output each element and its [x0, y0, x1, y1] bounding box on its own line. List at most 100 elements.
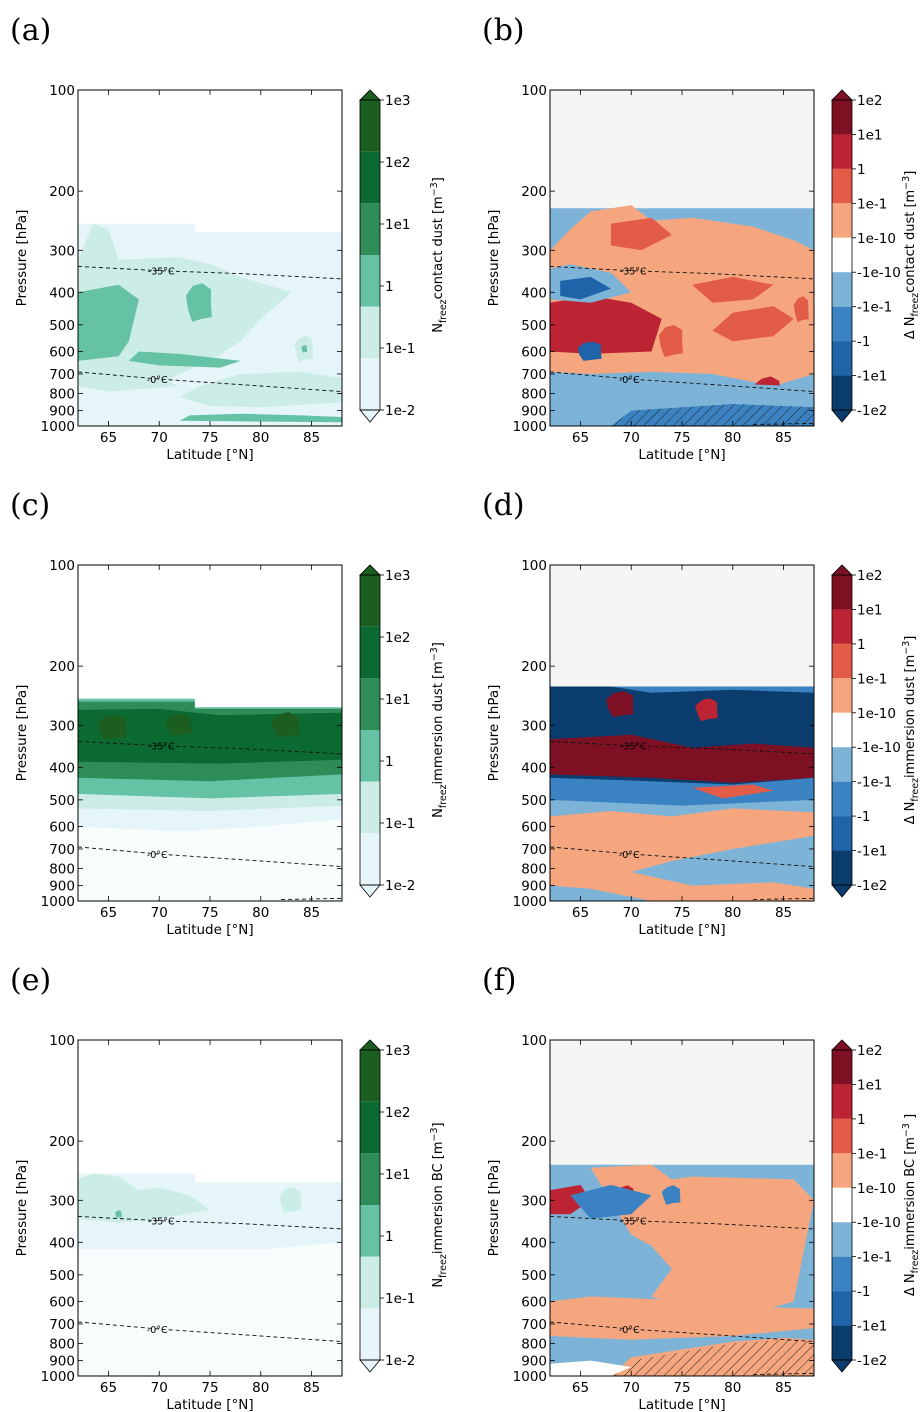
colorbar: 1e3 1e2 1e1 1 1e-1 1e-2 Nfreezimmersion dust […: [359, 564, 449, 898]
x-tick-label: 85: [775, 905, 792, 921]
colorbar-segments: [832, 575, 852, 885]
colorbar-extend-bottom: [831, 409, 853, 423]
x-tick-label: 80: [252, 430, 269, 446]
field-pos-1e-1-a: [610, 217, 672, 251]
colorbar-segment: [832, 816, 852, 851]
colorbar-tick-label: 1: [857, 1112, 866, 1128]
colorbar-tick-label: 1e3: [385, 93, 410, 109]
field-1e3-b: [165, 713, 192, 737]
isotherm-label: -0°C: [619, 375, 640, 386]
colorbar-segment: [832, 781, 852, 817]
x-tick-label: 85: [303, 430, 320, 446]
y-tick-label: 400: [49, 760, 75, 776]
x-axis-label: Latitude [°N]: [166, 1397, 253, 1412]
colorbar-segment: [832, 237, 852, 273]
x-tick-label: 70: [151, 430, 168, 446]
chart-panel-c: (c) -35°C -0°C 100 200 300 400 500 600 700 800 9001…: [10, 488, 343, 938]
colorbar-tick-label: 1e3: [385, 1043, 410, 1059]
colorbar-segment: [832, 609, 852, 644]
colorbar-segment: [832, 712, 852, 748]
x-tick-label: 70: [623, 905, 640, 921]
isotherm-35C: [78, 740, 342, 755]
colorbar-tick-label: 1e-2: [385, 1353, 415, 1369]
field-1e-1-b: [279, 1187, 302, 1213]
field-1e-1-b: [78, 374, 180, 392]
colorbar-segments: [360, 100, 380, 410]
colorbar-frame: [359, 1049, 381, 1361]
colorbar-segments: [832, 1050, 852, 1360]
field-pos-1e-1-b: [692, 784, 774, 799]
y-tick-label: 700: [49, 1317, 75, 1333]
isotherm-label: -35°C: [148, 742, 175, 753]
colorbar-segment: [832, 168, 852, 204]
y-tick-label: 1000: [41, 419, 75, 435]
y-tick-label: 600: [521, 1294, 547, 1310]
y-tick-label: 900: [49, 404, 75, 420]
colorbar-extend-top: [359, 89, 381, 101]
colorbar-segment: [360, 1308, 380, 1360]
field-layer: [550, 1040, 814, 1376]
y-tick-label: 1000: [513, 1369, 547, 1385]
x-tick-label: 70: [151, 905, 168, 921]
colorbar-label: Nfreezimmersion dust [m−3]: [429, 642, 449, 818]
colorbar-segment: [360, 1101, 380, 1154]
y-tick-label: 500: [521, 1268, 547, 1284]
isotherms: -35°C -0°C: [78, 265, 342, 393]
colorbar-segment: [360, 255, 380, 307]
colorbar-segment: [832, 272, 852, 307]
colorbar-tick-label: -1e2: [857, 1353, 887, 1369]
y-tick-label: 200: [521, 659, 547, 675]
isotherm-0C: [550, 371, 814, 393]
y-tick-label: 600: [521, 344, 547, 360]
x-tick-label: 85: [303, 905, 320, 921]
colorbar-segment: [832, 747, 852, 782]
y-tick-label: 400: [49, 285, 75, 301]
y-axis-label: Pressure [hPa]: [14, 685, 30, 782]
colorbar-tick-label: 1e-1: [857, 1146, 887, 1162]
isotherm-label: -35°C: [620, 267, 647, 278]
field-1e3-a: [97, 714, 128, 741]
panel-label: (d): [482, 488, 525, 523]
y-tick-label: 800: [521, 1336, 547, 1352]
y-tick-label: 500: [521, 318, 547, 334]
colorbar-label: Δ Nfreezimmersion BC [m−3 ]: [901, 1114, 921, 1296]
colorbar-tick-label: 1: [385, 279, 394, 295]
colorbar-frame: [359, 99, 381, 411]
panel-label: (c): [10, 488, 50, 523]
colorbar-tick-label: 1e-1: [385, 1291, 415, 1307]
colorbar-tick-label: -1e-1: [857, 1250, 892, 1266]
y-tick-label: 700: [521, 1317, 547, 1333]
x-tick-label: 70: [623, 1380, 640, 1396]
colorbar-segment: [360, 626, 380, 679]
x-tick-label: 80: [724, 1380, 741, 1396]
colorbar-segment: [832, 341, 852, 376]
colorbar-tick-label: -1e2: [857, 878, 887, 894]
colorbar-extend-bottom: [359, 1359, 381, 1373]
x-axis-label: Latitude [°N]: [166, 447, 253, 463]
colorbar-tick-label: 1: [857, 162, 866, 178]
colorbar-tick-label: 1e2: [857, 1043, 882, 1059]
x-axis-label: Latitude [°N]: [638, 922, 725, 938]
isotherm-label: -35°C: [148, 267, 175, 278]
colorbar-segment: [832, 1084, 852, 1119]
colorbar-frame: [831, 99, 853, 411]
colorbar-label: Δ Nfreezcontact dust [m−3]: [901, 171, 921, 340]
field-1-bottom: [179, 413, 342, 423]
x-tick-label: 65: [572, 1380, 589, 1396]
colorbar-segment: [360, 358, 380, 410]
x-tick-label: 75: [201, 905, 218, 921]
y-tick-label: 800: [521, 861, 547, 877]
field-1-mid: [128, 351, 241, 368]
chart-panel-b: (b) -35°C -0°C 100 200 300 400 500 600 700 800 9001…: [482, 13, 815, 463]
x-axis-label: Latitude [°N]: [638, 1397, 725, 1412]
colorbar-tick-label: -1: [857, 334, 870, 350]
field-1: [78, 284, 139, 361]
y-tick-label: 500: [49, 793, 75, 809]
colorbar-tick-label: -1e-10: [857, 740, 901, 756]
isotherm-35C: [78, 265, 342, 280]
y-tick-label: 1000: [41, 1369, 75, 1385]
